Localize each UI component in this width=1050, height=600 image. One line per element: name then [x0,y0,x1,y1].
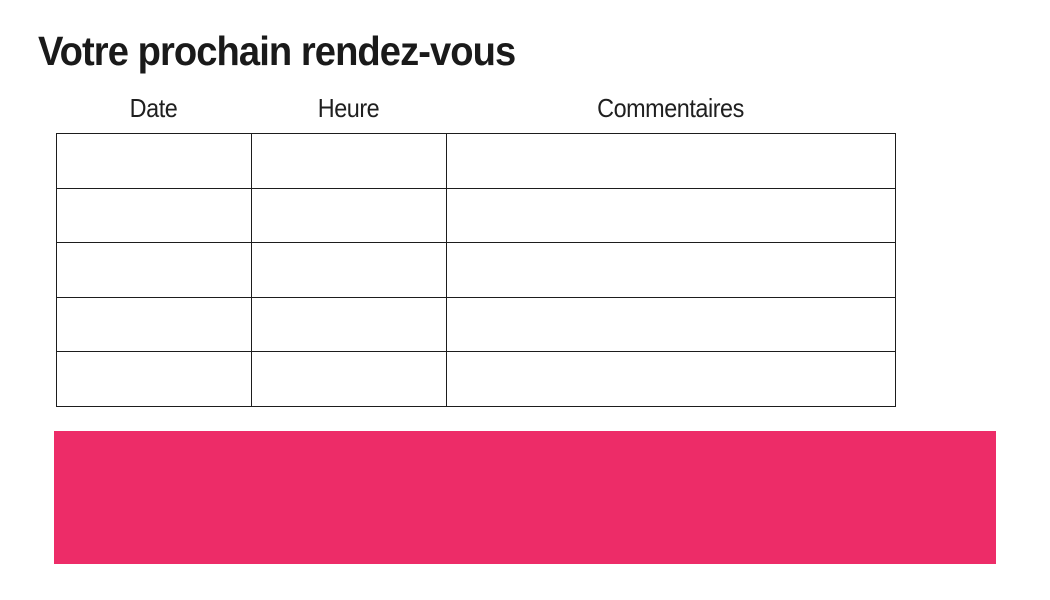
table-cell-date [56,187,252,244]
column-header-date: Date [129,93,178,123]
table-cell-date [56,296,252,353]
page-title: Votre prochain rendez-vous [38,28,516,74]
table-cell-heure [251,133,447,189]
table-row [56,242,896,298]
appointment-table [56,133,896,407]
table-row [56,187,896,244]
table-cell-heure [251,187,447,244]
table-header-row: Date Heure Commentaires [56,93,895,124]
table-row [56,351,896,407]
table-cell-heure [251,296,447,353]
table-cell-heure [251,242,447,298]
table-cell-heure [251,351,447,407]
table-row [56,133,896,189]
column-header-commentaires: Commentaires [597,93,744,123]
column-header-heure: Heure [317,93,380,123]
table-cell-commentaires [446,187,896,244]
table-cell-commentaires [446,296,896,353]
table-cell-commentaires [446,133,896,189]
table-cell-date [56,351,252,407]
pink-banner [54,431,996,564]
table-cell-date [56,133,252,189]
table-row [56,296,896,353]
table-cell-date [56,242,252,298]
table-cell-commentaires [446,242,896,298]
table-cell-commentaires [446,351,896,407]
appointment-table-body [56,133,896,407]
